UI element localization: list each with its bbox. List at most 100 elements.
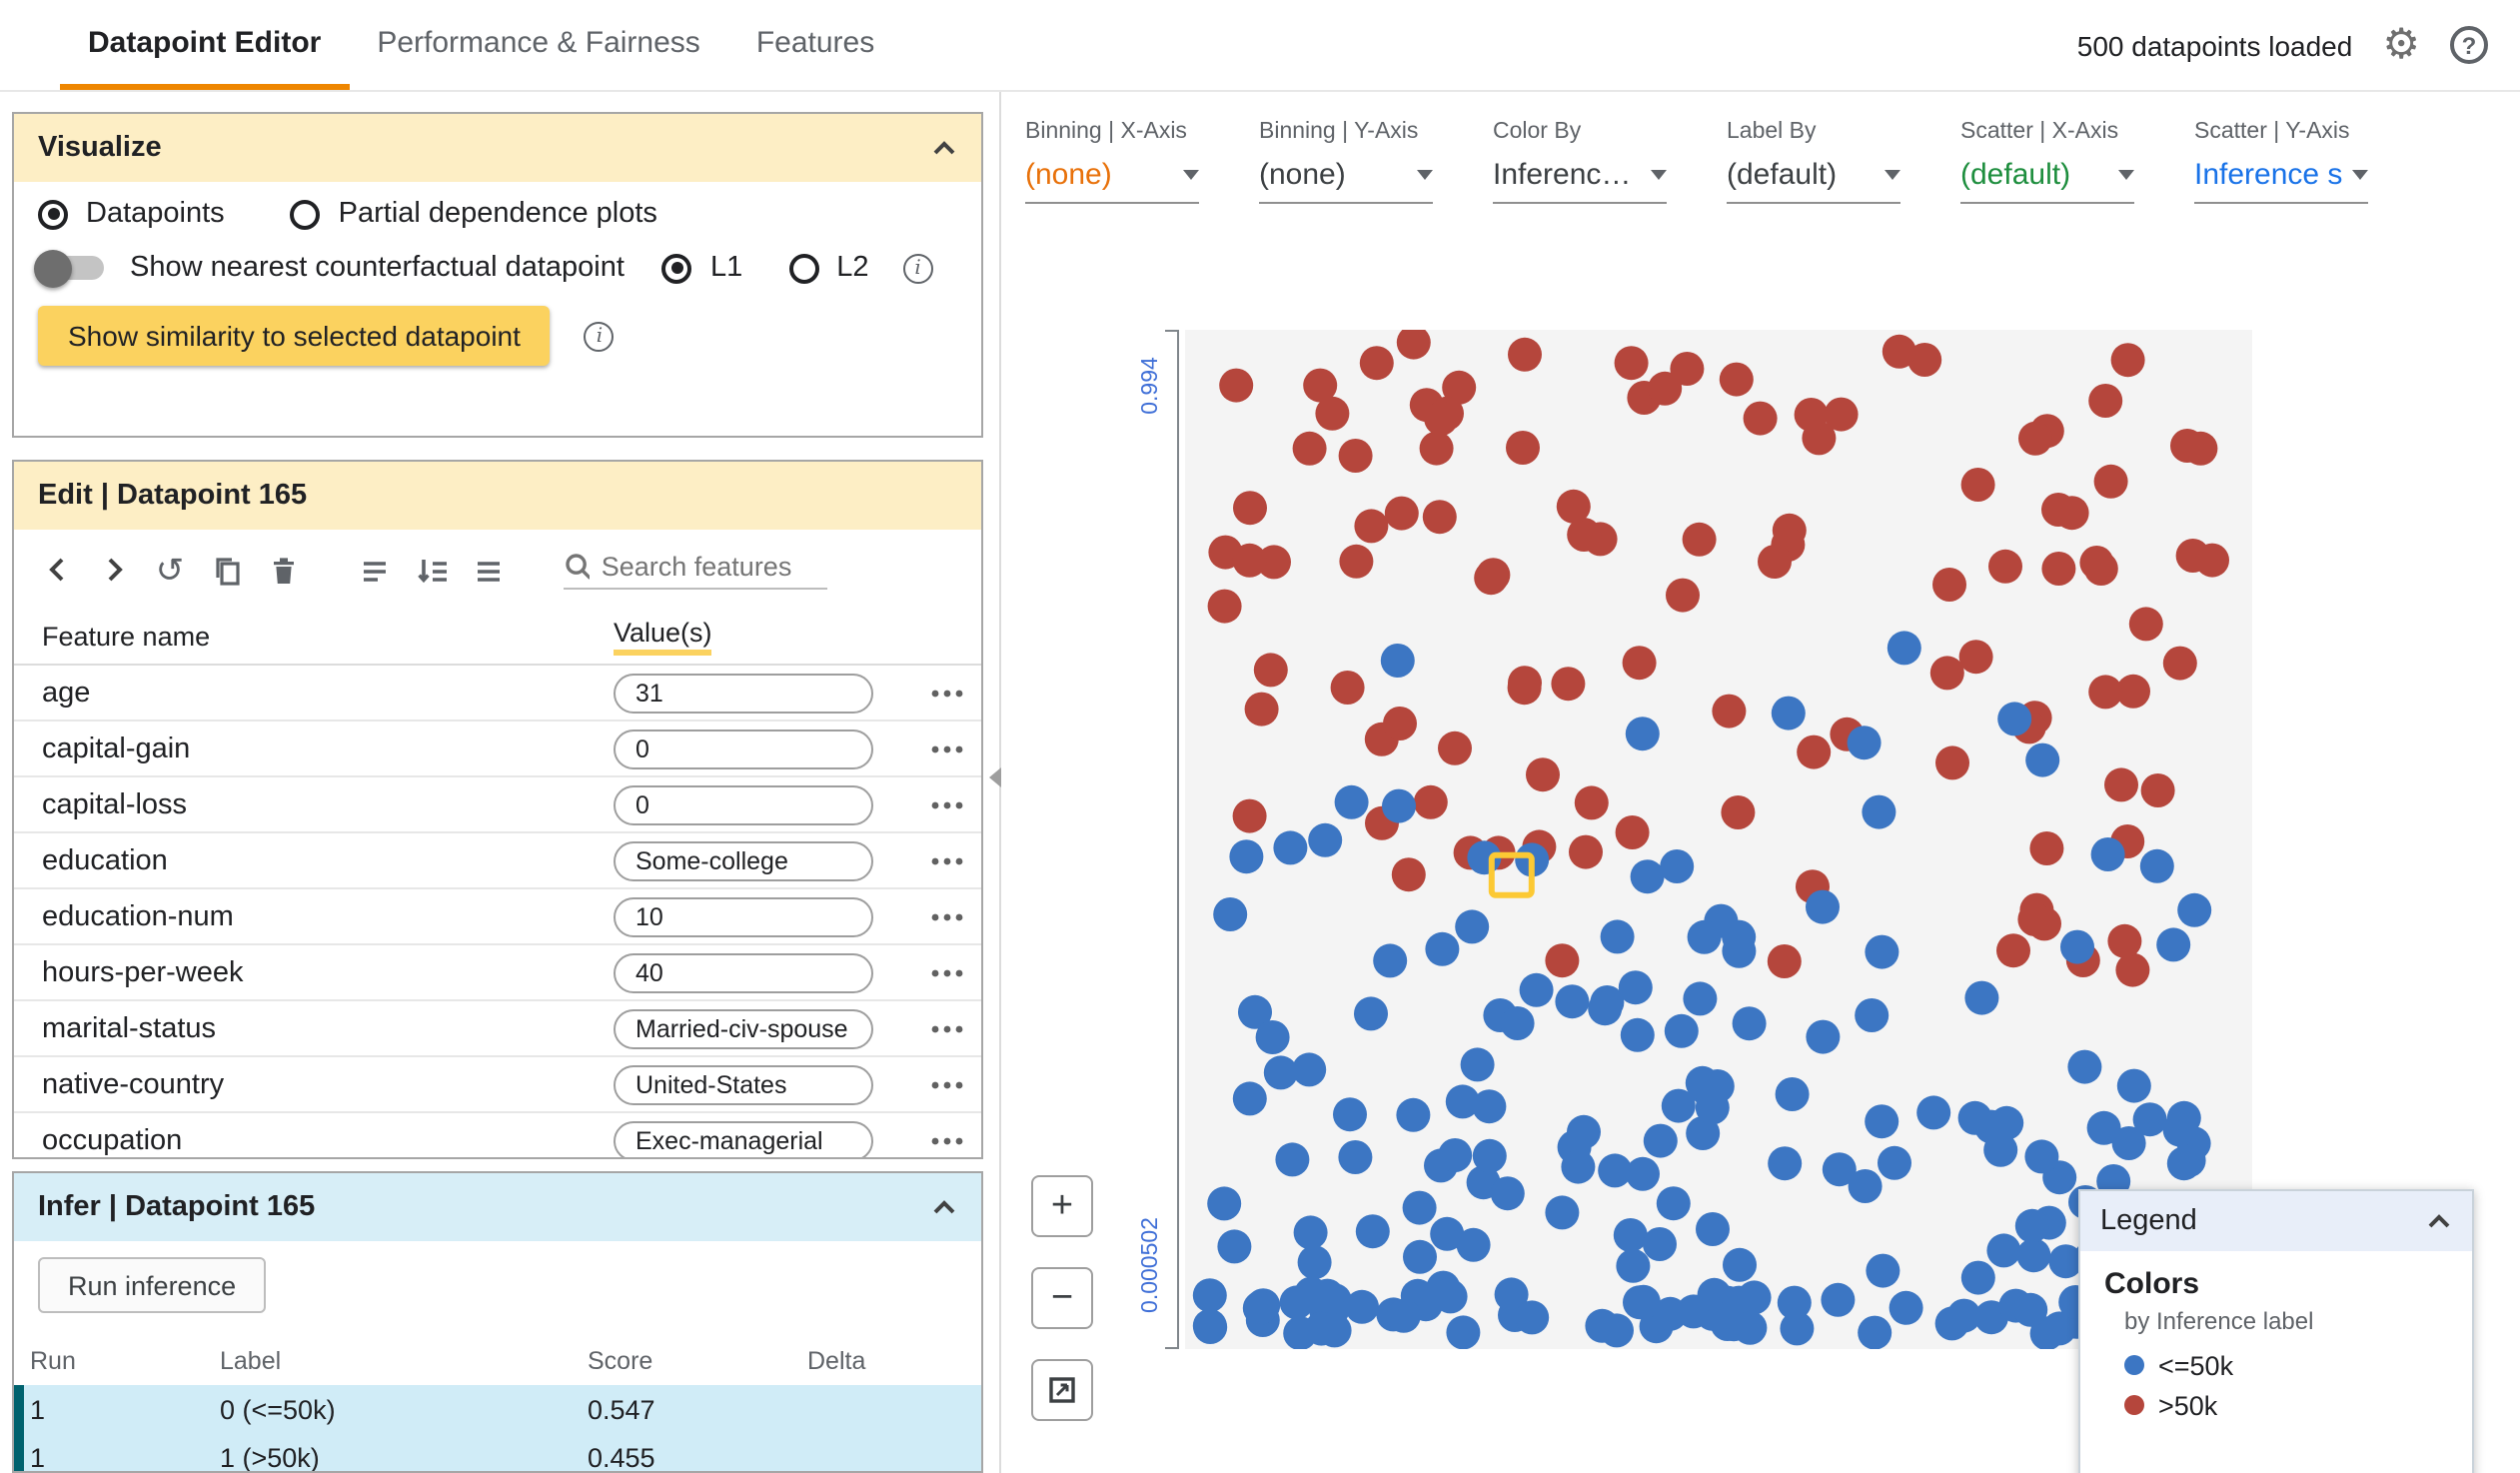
datapoint-dot[interactable] <box>1476 558 1511 593</box>
info-icon[interactable]: i <box>902 253 933 283</box>
feature-search-input[interactable] <box>601 551 827 581</box>
counterfactual-toggle[interactable] <box>34 249 104 287</box>
datapoint-dot[interactable] <box>1438 731 1472 765</box>
datapoint-dot[interactable] <box>2162 646 2197 681</box>
datapoint-dot[interactable] <box>1338 439 1373 473</box>
datapoint-dot[interactable] <box>2107 923 2142 958</box>
datapoint-dot[interactable] <box>1508 337 1542 372</box>
datapoint-dot[interactable] <box>1507 671 1542 706</box>
datapoint-dot[interactable] <box>1661 1088 1696 1123</box>
datapoint-dot[interactable] <box>1567 518 1602 552</box>
datapoint-dot[interactable] <box>1614 346 1649 381</box>
collapse-chevron-icon[interactable] <box>931 1199 957 1215</box>
datapoint-dot[interactable] <box>1822 1152 1857 1187</box>
datapoints-radio[interactable] <box>38 199 68 229</box>
datapoint-dot[interactable] <box>2093 464 2128 499</box>
datapoint-dot[interactable] <box>1988 549 2022 584</box>
datapoint-dot[interactable] <box>1858 1315 1892 1349</box>
datapoint-dot[interactable] <box>1958 640 1993 675</box>
tab-performance-fairness[interactable]: Performance & Fairness <box>377 25 700 59</box>
datapoint-dot[interactable] <box>1330 671 1365 705</box>
datapoint-dot[interactable] <box>1600 919 1635 954</box>
delete-datapoint-icon[interactable] <box>262 550 302 590</box>
datapoint-dot[interactable] <box>1996 933 2030 968</box>
collapse-panel-handle-icon[interactable] <box>989 767 1001 787</box>
more-options-icon[interactable] <box>929 742 965 754</box>
datapoint-dot[interactable] <box>1574 785 1609 820</box>
datapoint-dot[interactable] <box>2016 1238 2051 1273</box>
datapoint-dot[interactable] <box>1561 1149 1596 1184</box>
education-value-field[interactable]: Some-college <box>614 840 873 880</box>
datapoint-dot[interactable] <box>1916 1095 1951 1130</box>
datapoint-dot[interactable] <box>1238 994 1272 1029</box>
datapoint-dot[interactable] <box>1556 489 1591 524</box>
datapoint-dot[interactable] <box>1964 980 1999 1015</box>
datapoint-dot[interactable] <box>1424 402 1459 436</box>
datapoint-dot[interactable] <box>1616 1248 1651 1283</box>
datapoint-dot[interactable] <box>1847 726 1882 760</box>
datapoint-dot[interactable] <box>1242 1291 1277 1325</box>
datapoint-dot[interactable] <box>1664 1013 1699 1048</box>
datapoint-dot[interactable] <box>1986 1233 2021 1268</box>
more-options-icon[interactable] <box>929 798 965 810</box>
datapoint-dot[interactable] <box>1229 839 1264 874</box>
datapoint-dot[interactable] <box>1929 656 1964 691</box>
datapoint-dot[interactable] <box>2041 552 2076 586</box>
revert-history-icon[interactable]: ↺ <box>155 551 185 589</box>
datapoint-dot[interactable] <box>1666 578 1700 613</box>
datapoint-dot[interactable] <box>1626 1284 1661 1319</box>
datapoint-dot[interactable] <box>1303 368 1338 403</box>
datapoint-dot[interactable] <box>2139 848 2174 883</box>
datapoint-dot[interactable] <box>1255 1020 1290 1054</box>
datapoint-dot[interactable] <box>1806 889 1840 924</box>
datapoint-dot[interactable] <box>1878 1145 1911 1180</box>
fit-to-screen-button[interactable] <box>1031 1359 1093 1421</box>
l1-radio[interactable] <box>661 253 692 283</box>
datapoint-dot[interactable] <box>2090 837 2125 871</box>
datapoint-dot[interactable] <box>2088 384 2123 418</box>
datapoint-dot[interactable] <box>1257 545 1291 580</box>
l2-radio[interactable] <box>788 253 819 283</box>
datapoint-dot[interactable] <box>1253 653 1288 688</box>
datapoint-dot[interactable] <box>1723 1247 1757 1282</box>
datapoint-dot[interactable] <box>1384 496 1419 531</box>
feature-display-icon[interactable] <box>354 550 394 590</box>
datapoint-dot[interactable] <box>1456 1227 1491 1262</box>
values-column-header[interactable]: Value(s) <box>614 618 712 656</box>
datapoint-dot[interactable] <box>1660 849 1695 883</box>
occupation-value-field[interactable]: Exec-managerial <box>614 1120 873 1157</box>
datapoint-dot[interactable] <box>1687 919 1722 954</box>
datapoint-dot[interactable] <box>1780 1311 1815 1346</box>
datapoint-dot[interactable] <box>1310 1278 1345 1313</box>
datapoint-dot[interactable] <box>1775 1077 1810 1111</box>
infer-result-row[interactable]: 1 0 (<=50k) 0.547 <box>24 1385 981 1433</box>
datapoint-dot[interactable] <box>1233 491 1267 526</box>
show-similarity-button[interactable]: Show similarity to selected datapoint <box>38 306 551 366</box>
datapoint-dot[interactable] <box>1455 909 1490 944</box>
datapoint-dot[interactable] <box>1317 1313 1352 1348</box>
control-dropdown-scatter-y-axis[interactable]: Inference s… <box>2194 158 2368 204</box>
datapoint-dot[interactable] <box>1446 1315 1481 1349</box>
native-country-value-field[interactable]: United-States <box>614 1064 873 1104</box>
datapoint-dot[interactable] <box>1396 330 1431 360</box>
scatter-plot[interactable] <box>1185 330 2252 1349</box>
datapoint-dot[interactable] <box>1712 694 1747 729</box>
datapoint-dot[interactable] <box>1526 757 1560 792</box>
datapoint-dot[interactable] <box>1213 897 1248 931</box>
datapoint-dot[interactable] <box>1797 735 1832 769</box>
datapoint-dot[interactable] <box>1767 944 1802 978</box>
datapoint-dot[interactable] <box>1232 798 1267 833</box>
datapoint-dot[interactable] <box>1683 981 1718 1016</box>
partial-dependence-radio[interactable] <box>290 199 321 229</box>
datapoint-dot[interactable] <box>2029 831 2064 865</box>
datapoint-dot[interactable] <box>1882 334 1916 369</box>
datapoint-dot[interactable] <box>1733 1310 1768 1345</box>
datapoint-dot[interactable] <box>1472 1138 1507 1173</box>
datapoint-dot[interactable] <box>2140 773 2175 807</box>
datapoint-dot[interactable] <box>1359 346 1394 381</box>
datapoint-dot[interactable] <box>1555 984 1590 1019</box>
datapoint-dot[interactable] <box>1217 1229 1252 1264</box>
datapoint-dot[interactable] <box>1865 1104 1899 1139</box>
more-options-icon[interactable] <box>929 1078 965 1090</box>
datapoint-dot[interactable] <box>1472 1089 1507 1124</box>
